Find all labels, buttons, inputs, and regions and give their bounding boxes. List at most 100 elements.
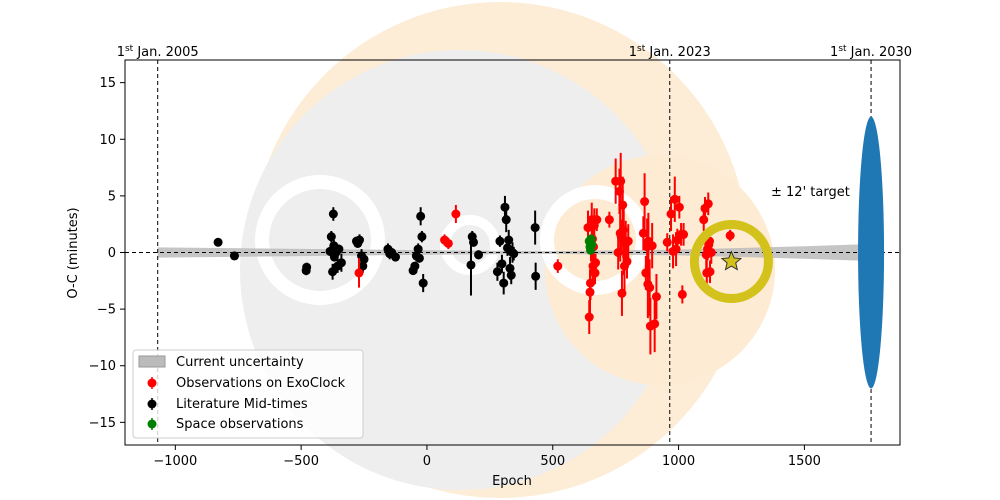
data-point	[213, 237, 223, 247]
legend-label-literature: Literature Mid-times	[176, 397, 308, 412]
data-point	[418, 278, 428, 288]
data-point	[417, 232, 427, 242]
data-point	[416, 211, 426, 221]
data-point	[359, 254, 369, 264]
legend: Current uncertainty Observations on ExoC…	[132, 349, 364, 439]
data-point	[622, 257, 632, 267]
target-label: ± 12' target	[771, 185, 850, 200]
data-point	[509, 249, 519, 259]
data-point	[705, 267, 715, 277]
data-point	[530, 223, 540, 233]
data-point	[623, 236, 633, 246]
data-point	[390, 252, 400, 262]
data-point	[451, 209, 461, 219]
y-tick-label: 5	[108, 189, 116, 204]
data-point	[604, 215, 614, 225]
data-point	[638, 228, 648, 238]
x-tick-label: −500	[283, 454, 319, 469]
series-literature-mid-times	[213, 195, 541, 296]
data-point	[302, 262, 312, 272]
data-point	[414, 253, 424, 263]
data-point	[531, 271, 541, 281]
data-point	[640, 197, 650, 207]
data-point	[358, 261, 368, 271]
series-space-observations	[584, 234, 597, 255]
data-point	[474, 250, 484, 260]
data-point	[506, 270, 516, 280]
target-ellipse	[858, 116, 885, 389]
data-point	[336, 258, 346, 268]
data-point	[725, 231, 735, 241]
date-markers: 1st Jan. 2005 1st Jan. 2023 1st Jan. 2030	[117, 44, 912, 60]
watermark-logo	[240, 2, 775, 498]
x-tick-label: 0	[423, 454, 431, 469]
data-point	[677, 289, 687, 299]
x-tick-label: 500	[540, 454, 565, 469]
legend-marker-space	[147, 419, 157, 429]
y-tick-label: −5	[97, 303, 116, 318]
data-point	[591, 258, 601, 268]
y-axis-label: O-C (minutes)	[66, 207, 81, 298]
x-tick-label: −1000	[153, 454, 197, 469]
data-point	[410, 261, 420, 271]
data-point	[553, 261, 563, 271]
data-point	[500, 202, 510, 212]
data-point	[443, 238, 453, 248]
data-point	[468, 237, 478, 247]
data-point	[354, 268, 364, 278]
data-point	[587, 240, 597, 250]
date-label: 1st Jan. 2023	[629, 44, 711, 60]
x-axis-label: Epoch	[492, 474, 532, 489]
axes: −1000 −500 0 500 1000 1500 −15 −10 −5 0 5 10 15	[89, 76, 821, 469]
data-point	[492, 267, 502, 277]
data-point	[495, 236, 505, 246]
data-point	[504, 235, 514, 245]
data-point	[671, 244, 681, 254]
legend-label-exoclock: Observations on ExoClock	[176, 376, 346, 391]
data-point	[662, 237, 672, 247]
data-point	[501, 215, 511, 225]
data-point	[674, 202, 684, 212]
prediction-ring	[689, 220, 773, 304]
legend-swatch-band	[138, 355, 166, 368]
data-point	[706, 248, 716, 257]
data-point	[334, 244, 344, 254]
legend-label-uncertainty: Current uncertainty	[176, 355, 304, 370]
date-label: 1st Jan. 2030	[830, 44, 912, 60]
y-tick-label: −10	[89, 359, 116, 374]
data-point	[584, 312, 594, 322]
legend-marker-exoclock	[147, 378, 157, 388]
data-point	[592, 215, 602, 225]
date-label: 1st Jan. 2005	[117, 44, 199, 60]
legend-marker-literature	[147, 399, 157, 409]
data-point	[229, 251, 239, 261]
data-point	[670, 194, 680, 204]
x-tick-label: 1000	[662, 454, 695, 469]
prediction-star	[720, 250, 743, 271]
data-point	[679, 229, 689, 239]
data-point	[616, 176, 626, 186]
data-point	[466, 260, 476, 270]
data-point	[650, 319, 660, 329]
data-point	[355, 235, 365, 245]
data-point	[647, 241, 657, 251]
data-point	[666, 209, 676, 219]
data-point	[703, 199, 713, 209]
data-point	[413, 244, 423, 254]
y-tick-label: 15	[99, 76, 116, 91]
data-point	[328, 209, 338, 219]
data-point	[497, 259, 507, 269]
legend-box	[132, 349, 364, 439]
data-point	[499, 278, 509, 288]
y-tick-label: 10	[99, 133, 116, 148]
data-point	[645, 283, 655, 293]
plot-area	[125, 60, 900, 445]
data-point	[651, 292, 661, 302]
y-tick-label: 0	[108, 246, 116, 261]
y-tick-label: −15	[89, 416, 116, 431]
x-tick-label: 1500	[788, 454, 821, 469]
legend-label-space: Space observations	[176, 417, 304, 432]
data-point	[590, 268, 600, 278]
data-point	[699, 215, 709, 225]
